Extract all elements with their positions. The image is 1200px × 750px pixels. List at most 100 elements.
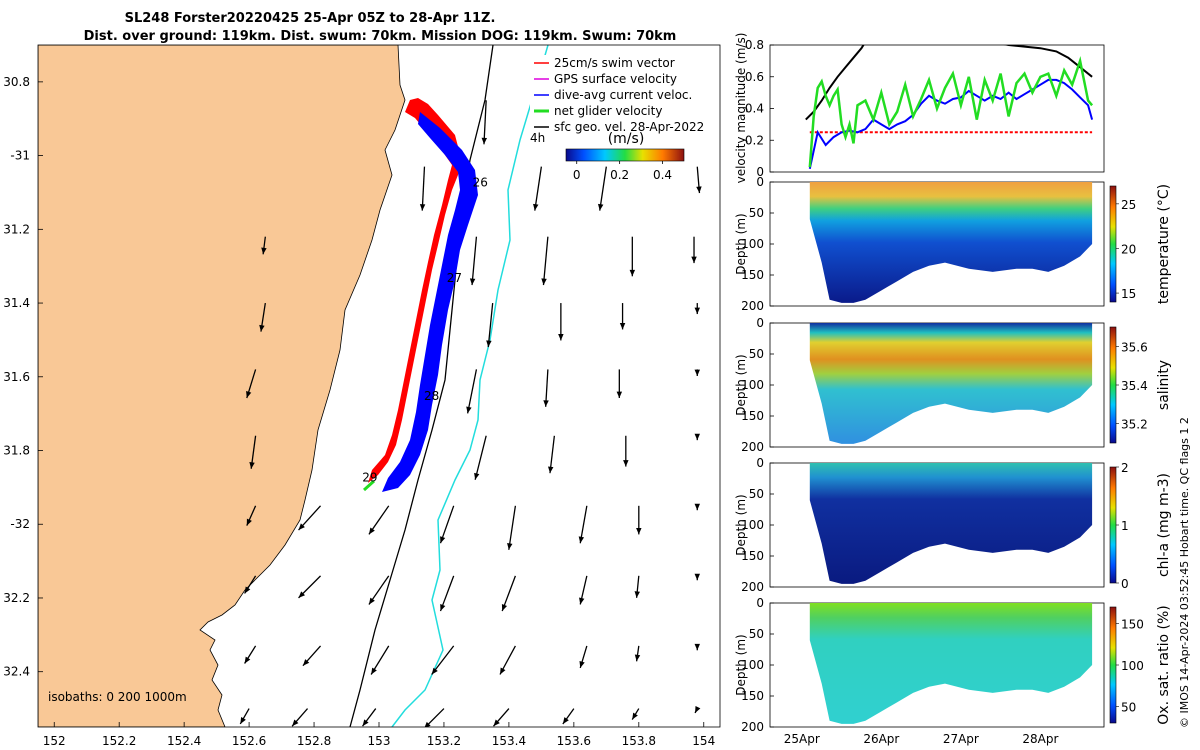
geo-vector-head — [368, 597, 375, 605]
map-xtick-label: 152.2 — [102, 734, 136, 748]
geo-vector-head — [543, 400, 549, 407]
geo-vector-head — [500, 667, 506, 675]
profile-colorbar — [1109, 185, 1117, 303]
map-xtick-label: 152.6 — [232, 734, 266, 748]
profile-colorbar-tick-label: 25 — [1121, 198, 1136, 212]
profile-data-temperature — [809, 182, 1093, 303]
profile-ytick-label: 50 — [749, 206, 764, 220]
geo-vector-head — [371, 667, 377, 675]
geo-vector-shaft — [508, 505, 517, 550]
day-marker-label: 27 — [447, 271, 462, 285]
map-xtick-label: 152 — [43, 734, 66, 748]
geo-vector-head — [486, 340, 492, 348]
map-ytick-label: 31.2 — [3, 222, 30, 236]
legend-entry: net glider velocity — [554, 104, 662, 118]
map-ytick-label: 30.8 — [3, 75, 30, 89]
geo-vector-shaft — [487, 302, 494, 348]
geo-vector-head — [246, 391, 252, 399]
profile-colorbar — [1109, 606, 1117, 724]
day-marker-label: 29 — [362, 470, 377, 484]
geo-vector-head — [694, 369, 700, 377]
map-ytick-label: 32.2 — [3, 591, 30, 605]
geo-vector-head — [695, 705, 701, 713]
velocity-series-line — [808, 56, 1094, 168]
profile-colorbar-tick-label: 1 — [1121, 519, 1129, 533]
geo-vector-head — [579, 597, 585, 605]
map-xtick-label: 153.2 — [427, 734, 461, 748]
track-net-velocity — [362, 479, 376, 492]
profile-ytick-label: 150 — [741, 689, 764, 703]
map-xtick-label: 153.8 — [622, 734, 656, 748]
geo-vector-head — [558, 334, 564, 341]
profile-ylabel: Depth (m) — [734, 213, 748, 274]
profile-data-salinity — [809, 323, 1093, 444]
velocity-series-line — [808, 78, 1094, 170]
map-xtick-label: 152.8 — [297, 734, 331, 748]
geo-vector-head — [298, 523, 305, 531]
profile-ytick-label: 50 — [749, 487, 764, 501]
velocity-ylabel: velocity magnitude (m/s) — [734, 33, 748, 184]
map-xtick-label: 153.4 — [492, 734, 526, 748]
geo-vector-shaft — [471, 236, 478, 286]
map-ytick-label: 31.8 — [3, 444, 30, 458]
profile-ytick-label: 200 — [741, 580, 764, 594]
geo-vector-head — [246, 518, 252, 526]
profile-ylabel: Depth (m) — [734, 354, 748, 415]
track-swim-vectors — [368, 98, 462, 483]
velocity-series-line — [805, 45, 1093, 121]
velocity-panel: 0 0.2 0.4 0.6 0.8 velocity magnitude (m/s) — [734, 33, 1105, 184]
velocity-ytick-label: 0 — [756, 165, 764, 179]
profile-ytick-label: 50 — [749, 347, 764, 361]
geo-vector-head — [424, 721, 431, 727]
geo-vector-head — [493, 719, 500, 727]
legend-entry: GPS surface velocity — [554, 72, 677, 86]
profile-colorbar-tick-label: 50 — [1121, 700, 1136, 714]
profile-ytick-label: 0 — [756, 596, 764, 610]
geo-vector-head — [362, 719, 369, 727]
profile-panel-chl-a: 0 50 100 150 200 Depth (m) 0 1 2 chl-a (mg m-3) — [734, 456, 1172, 594]
time-xticks: 25Apr 26Apr 27Apr 28Apr — [784, 732, 1059, 746]
map-xtick-label: 152.4 — [167, 734, 201, 748]
profile-colorbar-tick-label: 20 — [1121, 242, 1136, 256]
profile-ytick-label: 200 — [741, 440, 764, 454]
profile-colorbar-label: temperature (°C) — [1156, 184, 1172, 304]
profile-ytick-label: 100 — [741, 658, 764, 672]
geo-vector-shaft — [439, 505, 455, 544]
profile-colorbar-label: salinity — [1156, 360, 1172, 410]
profile-colorbar-tick-label: 2 — [1121, 461, 1129, 475]
map-ytick-label: 32.4 — [3, 665, 30, 679]
geo-vector-head — [629, 269, 636, 277]
geo-vector-head — [696, 186, 702, 194]
profile-colorbar — [1109, 466, 1117, 584]
geo-vector-head — [298, 591, 306, 598]
geo-vector-head — [440, 604, 446, 612]
geo-vector-head — [292, 719, 299, 727]
map-xticks: 152 152.2 152.4 152.6 152.8 153 153.2 153.4 153.… — [43, 722, 715, 748]
geo-vector-shaft — [466, 369, 478, 414]
profile-ytick-label: 100 — [741, 378, 764, 392]
profile-colorbar-label: chl-a (mg m-3) — [1156, 473, 1172, 577]
profile-colorbar — [1109, 326, 1117, 444]
geo-vector-head — [619, 323, 626, 330]
geo-vector-head — [694, 573, 700, 581]
map-yticks: 30.8 -31 31.2 31.4 31.6 31.8 -32 32.2 32.4 — [3, 75, 43, 679]
velocity-ytick-label: 0.2 — [745, 133, 764, 147]
geo-vector-head — [562, 717, 569, 724]
geo-vector-head — [431, 667, 438, 675]
profile-ytick-label: 0 — [756, 456, 764, 470]
profile-ytick-label: 50 — [749, 627, 764, 641]
profile-colorbar-tick-label: 35.4 — [1121, 379, 1148, 393]
geo-vector-head — [466, 406, 472, 414]
geo-vector-shaft — [534, 166, 543, 211]
time-xtick-label: 27Apr — [943, 732, 979, 746]
profile-ylabel: Depth (m) — [734, 494, 748, 555]
geo-vector-head — [469, 278, 476, 286]
profile-ytick-label: 200 — [741, 720, 764, 734]
profile-colorbar-tick-label: 35.2 — [1121, 418, 1148, 432]
geo-vector-head — [694, 433, 700, 441]
geo-vector-head — [244, 586, 251, 594]
profile-colorbar-label: Ox. sat. ratio (%) — [1156, 605, 1172, 724]
geo-vector-head — [694, 643, 700, 651]
map-legend: 25cm/s swim vector GPS surface velocity di… — [530, 55, 716, 182]
legend-entry: sfc geo. vel. 28-Apr-2022 — [554, 120, 704, 134]
